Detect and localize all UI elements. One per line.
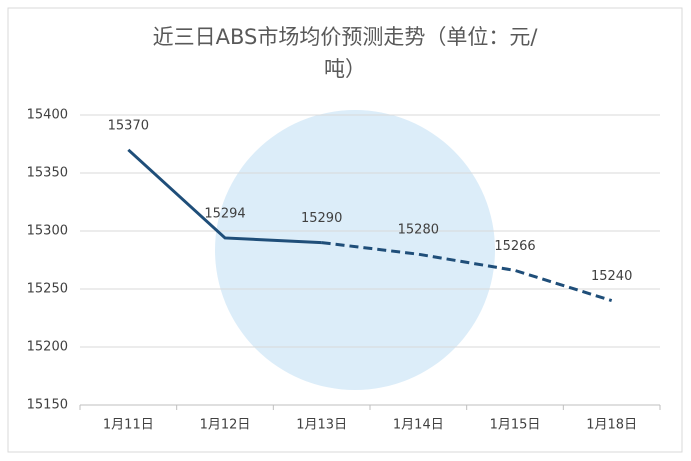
x-tick-label: 1月18日: [586, 418, 637, 433]
chart-title: 近三日ABS市场均价预测走势（单位：元/: [153, 25, 539, 49]
data-label: 15240: [591, 269, 632, 284]
x-tick-label: 1月11日: [103, 418, 154, 433]
y-tick-label: 15150: [27, 398, 68, 413]
data-label: 15290: [301, 211, 342, 226]
data-label: 15370: [108, 118, 149, 133]
y-tick-label: 15350: [27, 166, 68, 181]
data-line: [321, 241, 613, 303]
data-label: 15280: [398, 223, 439, 238]
chart-title: 吨）: [324, 57, 366, 81]
watermark: [215, 110, 495, 390]
data-label: 15294: [204, 206, 245, 221]
data-label: 15266: [494, 239, 535, 254]
y-tick-label: 15250: [27, 282, 68, 297]
x-tick-label: 1月15日: [490, 418, 541, 433]
data-line: [127, 148, 322, 245]
x-tick-label: 1月12日: [200, 418, 251, 433]
x-tick-label: 1月14日: [393, 418, 444, 433]
y-tick-label: 15400: [27, 108, 68, 123]
x-tick-label: 1月13日: [296, 418, 347, 433]
y-tick-label: 15300: [27, 224, 68, 239]
y-tick-label: 15200: [27, 340, 68, 355]
